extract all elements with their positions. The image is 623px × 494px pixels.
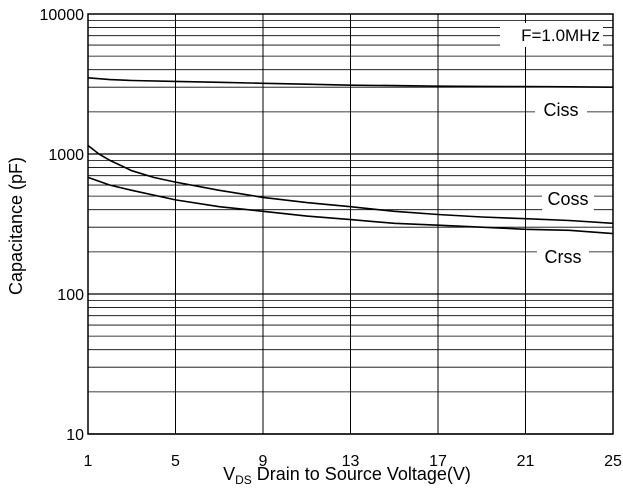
x-axis-label-sub: DS <box>235 473 252 487</box>
x-axis-label: VDS Drain to Source Voltage(V) <box>223 464 471 487</box>
y-tick-labels: 10 100 1000 10000 <box>40 7 85 444</box>
y-tick-label: 100 <box>57 287 84 304</box>
x-tick-label: 9 <box>259 453 268 470</box>
frequency-annotation: F=1.0MHz <box>521 26 600 45</box>
plot-frame <box>87 13 614 435</box>
series-label-coss: Coss <box>547 189 588 209</box>
x-tick-label: 13 <box>342 453 360 470</box>
x-tick-labels: 1 5 9 13 17 21 25 <box>84 453 622 470</box>
x-tick-label: 1 <box>84 453 93 470</box>
y-tick-label: 10 <box>66 427 84 444</box>
series-line-coss <box>87 144 614 225</box>
y-tick-label: 1000 <box>48 147 84 164</box>
x-tick-label: 17 <box>429 453 447 470</box>
series-lines <box>87 77 614 235</box>
x-tick-label: 25 <box>604 453 622 470</box>
y-tick-label: 10000 <box>40 7 85 24</box>
grid <box>87 14 614 435</box>
x-tick-label: 21 <box>517 453 535 470</box>
x-tick-label: 5 <box>171 453 180 470</box>
annotation-bg <box>500 23 603 47</box>
x-axis-label-prefix: V <box>223 464 235 484</box>
x-axis-label-rest: Drain to Source Voltage(V) <box>252 464 471 484</box>
series-label-bg <box>535 100 587 122</box>
series-labels: Ciss Coss Crss <box>535 100 594 269</box>
series-line-crss <box>87 176 614 235</box>
series-label-bg <box>537 247 589 269</box>
series-label-crss: Crss <box>545 247 582 267</box>
series-line-ciss <box>87 77 614 88</box>
series-label-ciss: Ciss <box>544 100 579 120</box>
y-axis-label: Capacitance (pF) <box>6 157 26 295</box>
series-label-bg <box>542 189 594 211</box>
